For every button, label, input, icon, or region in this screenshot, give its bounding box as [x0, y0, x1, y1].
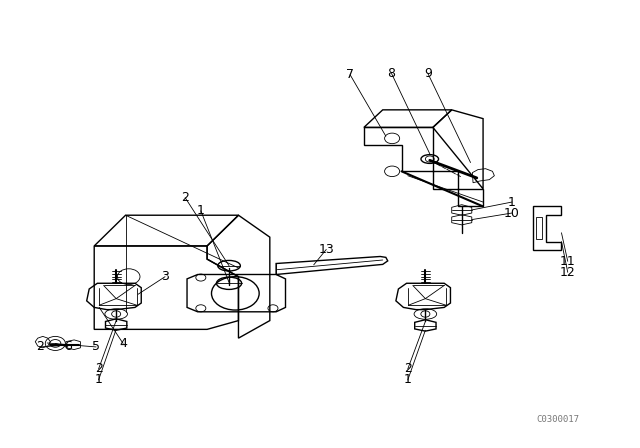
- Text: 1: 1: [404, 373, 412, 386]
- Text: 8: 8: [387, 67, 396, 80]
- Text: 5: 5: [92, 340, 100, 353]
- Text: C0300017: C0300017: [537, 415, 580, 424]
- Text: 11: 11: [560, 255, 575, 268]
- Text: 2: 2: [181, 191, 189, 204]
- Text: 1: 1: [508, 195, 516, 209]
- Text: 7: 7: [346, 68, 354, 81]
- Text: 4: 4: [119, 337, 127, 350]
- Text: 9: 9: [424, 67, 432, 80]
- Text: 2: 2: [36, 340, 44, 353]
- Text: 2: 2: [404, 362, 412, 375]
- Text: 1: 1: [95, 373, 102, 386]
- Bar: [536, 217, 542, 239]
- Text: 1: 1: [197, 204, 205, 217]
- Text: 6: 6: [64, 340, 72, 353]
- Text: 3: 3: [161, 270, 169, 283]
- Text: 10: 10: [504, 207, 520, 220]
- Text: 13: 13: [318, 243, 334, 256]
- Text: 2: 2: [95, 362, 102, 375]
- Text: 12: 12: [560, 266, 575, 279]
